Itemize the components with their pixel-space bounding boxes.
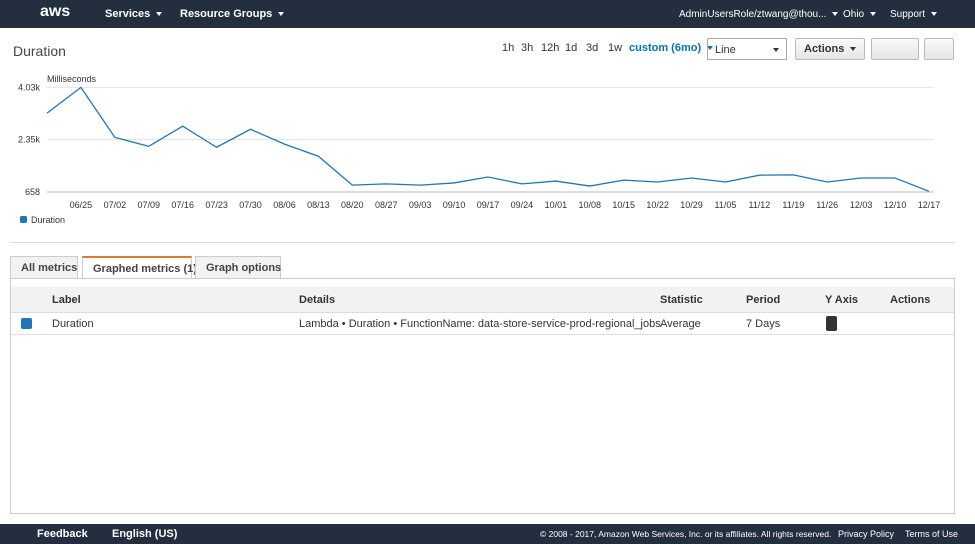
legend-swatch [20, 216, 27, 223]
y-axis-label: Milliseconds [47, 74, 97, 84]
x-tick-label: 08/06 [273, 200, 296, 210]
privacy-link[interactable]: Privacy Policy [838, 529, 894, 539]
range-option[interactable]: 1d [565, 42, 577, 54]
support-menu[interactable]: Support [890, 9, 937, 20]
view-select[interactable]: Line [707, 38, 787, 60]
custom-range[interactable]: custom (6mo) [629, 42, 713, 54]
column-header[interactable]: Statistic [660, 294, 703, 306]
label: Support [890, 9, 925, 20]
logo[interactable]: aws [40, 3, 70, 21]
tab[interactable]: Graphed metrics (1) [82, 256, 192, 279]
table-cell: 7 Days [746, 318, 780, 330]
divider [10, 242, 955, 243]
x-tick-label: 12/10 [884, 200, 907, 210]
table-header [11, 287, 954, 313]
copyright: © 2008 - 2017, Amazon Web Services, Inc.… [540, 529, 831, 539]
refresh-button[interactable] [871, 38, 919, 60]
row-divider [11, 334, 954, 335]
metrics-panel [10, 278, 955, 514]
terms-link[interactable]: Terms of Use [905, 529, 958, 539]
x-tick-label: 11/12 [748, 200, 770, 210]
x-tick-label: 07/30 [239, 200, 262, 210]
y-tick-label: 658 [25, 187, 40, 197]
help-button[interactable] [924, 38, 954, 60]
x-tick-label: 07/16 [171, 200, 194, 210]
feedback[interactable]: Feedback [37, 528, 88, 540]
x-tick-label: 10/08 [579, 200, 602, 210]
table-cell: Lambda • Duration • FunctionName: data-s… [299, 318, 661, 330]
actions-button[interactable]: Actions [795, 38, 865, 60]
column-header[interactable]: Actions [890, 294, 930, 306]
legend-label: Duration [31, 215, 65, 225]
x-tick-label: 09/10 [443, 200, 466, 210]
user-menu[interactable]: AdminUsersRole/ztwang@thou... [679, 9, 838, 20]
language[interactable]: English (US) [112, 528, 177, 540]
x-tick-label: 06/25 [70, 200, 93, 210]
column-header[interactable]: Y Axis [825, 294, 858, 306]
x-tick-label: 10/15 [612, 200, 635, 210]
label: Resource Groups [180, 8, 272, 20]
series-color[interactable] [21, 318, 32, 329]
range-option[interactable]: 12h [541, 42, 559, 54]
x-tick-label: 09/17 [477, 200, 500, 210]
label: custom (6mo) [629, 42, 701, 54]
x-tick-label: 12/17 [918, 200, 941, 210]
table-cell: Average [660, 318, 701, 330]
x-tick-label: 09/03 [409, 200, 432, 210]
range-option[interactable]: 3h [521, 42, 533, 54]
services-menu[interactable]: Services [105, 8, 162, 20]
footer: Feedback English (US) © 2008 - 2017, Ama… [0, 524, 975, 544]
x-tick-label: 08/13 [307, 200, 330, 210]
chart: Milliseconds 658 2.35k 4.03k 06/25 07/02 07/0… [0, 70, 975, 230]
column-header[interactable]: Period [746, 294, 780, 306]
x-tick-label: 11/05 [715, 200, 737, 210]
x-tick-label: 10/29 [680, 200, 703, 210]
y-tick-label: 2.35k [18, 135, 41, 145]
x-tick-label: 10/01 [545, 200, 568, 210]
range-option[interactable]: 1h [502, 42, 514, 54]
x-tick-label: 08/20 [341, 200, 364, 210]
column-header: Label [52, 294, 81, 306]
tab[interactable]: Graph options [195, 256, 281, 278]
range-option[interactable]: 1w [608, 42, 622, 54]
graph-title[interactable]: Duration [13, 43, 66, 59]
x-tick-label: 07/09 [138, 200, 161, 210]
region-menu[interactable]: Ohio [843, 9, 876, 20]
x-tick-label: 11/19 [782, 200, 804, 210]
label: Line [715, 44, 736, 56]
y-tick-label: 4.03k [18, 82, 41, 92]
range-option[interactable]: 3d [586, 42, 598, 54]
x-tick-label: 11/26 [816, 200, 838, 210]
x-tick-label: 07/02 [104, 200, 127, 210]
label: Ohio [843, 9, 864, 20]
x-tick-label: 07/23 [205, 200, 228, 210]
resource-groups-menu[interactable]: Resource Groups [180, 8, 284, 20]
label: Services [105, 8, 150, 20]
label: AdminUsersRole/ztwang@thou... [679, 9, 826, 20]
x-tick-label: 10/22 [646, 200, 669, 210]
label: Actions [804, 43, 844, 55]
table-cell[interactable]: Duration [52, 318, 94, 330]
x-tick-label: 08/27 [375, 200, 398, 210]
y-axis-left[interactable] [826, 316, 837, 331]
x-tick-label: 09/24 [511, 200, 534, 210]
tab[interactable]: All metrics [10, 256, 78, 278]
nav-bar: aws Services Resource Groups AdminUsersR… [0, 0, 975, 28]
x-tick-label: 12/03 [850, 200, 873, 210]
column-header: Details [299, 294, 335, 306]
